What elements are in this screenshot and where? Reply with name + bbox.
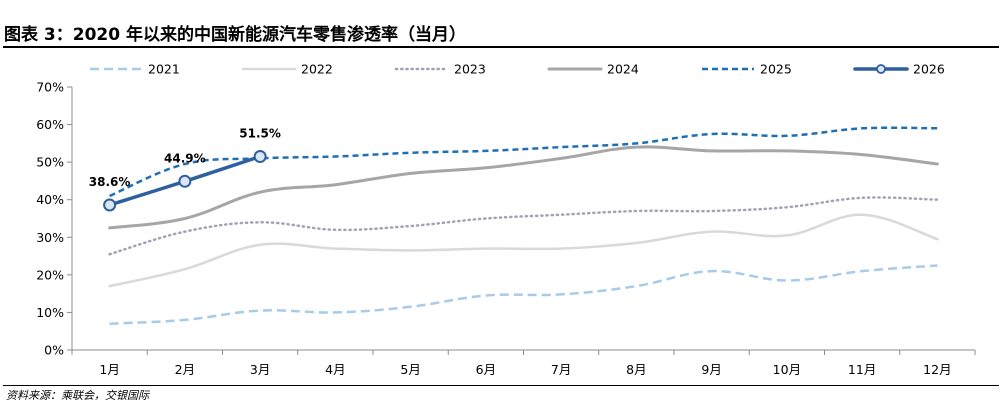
chart-series-lines xyxy=(107,126,939,325)
chart-title: 图表 3：2020 年以来的中国新能源汽车零售渗透率（当月） xyxy=(4,25,466,45)
y-tick-label: 0% xyxy=(44,343,64,358)
data-label: 51.5% xyxy=(239,127,281,141)
x-tick-label: 3月 xyxy=(250,362,270,377)
data-label: 44.9% xyxy=(164,151,206,165)
series-line-2022 xyxy=(108,213,939,288)
x-tick-label: 10月 xyxy=(773,362,801,377)
legend-marker xyxy=(876,64,886,74)
legend-label: 2023 xyxy=(454,62,486,77)
chart-legend: 2021 2022 2023 2024 2025 2026 xyxy=(90,62,945,77)
x-tick-label: 4月 xyxy=(325,362,345,377)
legend-label: 2022 xyxy=(301,62,333,77)
y-tick-label: 40% xyxy=(36,192,64,207)
legend-label: 2024 xyxy=(607,62,639,77)
legend-item-2022: 2022 xyxy=(241,62,333,77)
x-tick-label: 2月 xyxy=(175,362,195,377)
x-tick-label: 11月 xyxy=(848,362,876,377)
y-tick-label: 10% xyxy=(36,305,64,320)
x-tick-label: 8月 xyxy=(626,362,646,377)
series-line-2023 xyxy=(108,196,939,256)
legend-item-2023: 2023 xyxy=(394,62,486,77)
legend-label: 2026 xyxy=(913,62,945,77)
y-tick-label: 50% xyxy=(36,155,64,170)
legend-item-2025: 2025 xyxy=(702,62,792,77)
legend-label: 2025 xyxy=(760,62,792,77)
legend-item-2021: 2021 xyxy=(90,62,180,77)
series-line-2025 xyxy=(109,126,938,198)
chart-data-labels: 38.6% 44.9% 51.5% xyxy=(89,127,281,189)
footer-rule xyxy=(3,385,999,386)
y-tick-label: 30% xyxy=(36,230,64,245)
x-tick-label: 12月 xyxy=(923,362,951,377)
x-tick-label: 6月 xyxy=(476,362,496,377)
series-line-2024 xyxy=(108,145,939,230)
series-point-2026 xyxy=(178,174,192,188)
legend-label: 2021 xyxy=(148,62,180,77)
chart-markers xyxy=(103,150,267,212)
series-point-2026 xyxy=(253,150,267,164)
y-tick-label: 70% xyxy=(36,80,64,95)
series-line-2021 xyxy=(109,264,938,325)
y-tick-label: 20% xyxy=(36,267,64,282)
chart-axes: 0% 10% 20% 30% 40% 50% 60% 70% 1月 2月 3月 4月 5月 6月 7月 8月 9… xyxy=(36,80,976,377)
title-rule xyxy=(3,46,999,48)
data-label: 38.6% xyxy=(89,175,131,189)
line-chart: 0% 10% 20% 30% 40% 50% 60% 70% 1月 2月 3月 4月 5月 6月 7月 8月 9… xyxy=(36,62,976,377)
x-tick-label: 1月 xyxy=(99,362,119,377)
legend-item-2024: 2024 xyxy=(547,62,639,77)
legend-item-2026: 2026 xyxy=(853,62,945,77)
series-point-2026 xyxy=(103,198,117,212)
x-tick-label: 5月 xyxy=(400,362,420,377)
y-tick-label: 60% xyxy=(36,117,64,132)
source-note: 资料来源：乘联会，交银国际 xyxy=(6,389,149,402)
x-tick-label: 9月 xyxy=(701,362,721,377)
x-tick-label: 7月 xyxy=(551,362,571,377)
